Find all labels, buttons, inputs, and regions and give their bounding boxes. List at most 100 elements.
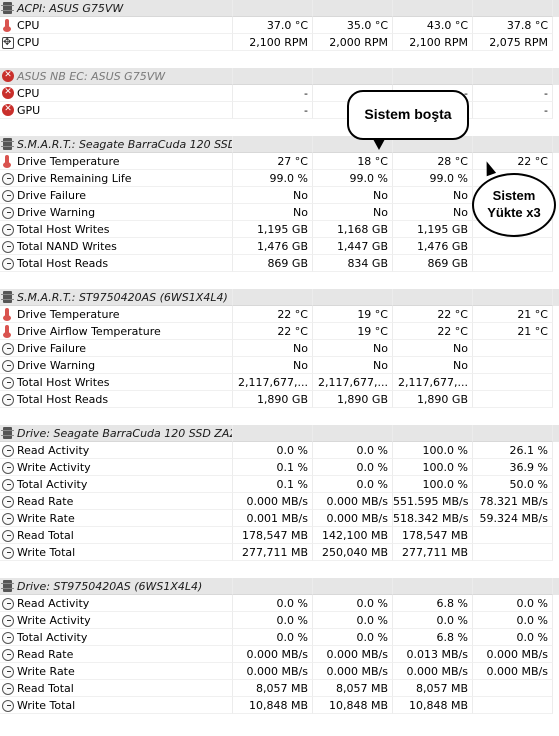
- sensor-row[interactable]: Total Host Reads 1,890 GB 1,890 GB 1,890 GB: [0, 391, 559, 408]
- sensor-label: Drive Failure: [17, 189, 87, 202]
- sensor-row[interactable]: Drive Remaining Life 99.0 % 99.0 % 99.0 %: [0, 170, 559, 187]
- clock-icon: [2, 173, 14, 185]
- sensor-row[interactable]: Drive Failure No No No: [0, 340, 559, 357]
- sensor-row[interactable]: Total Activity 0.1 % 0.0 % 100.0 % 50.0 %: [0, 476, 559, 493]
- minimum-value: 0.0 %: [313, 612, 393, 629]
- sensor-label: Drive Temperature: [17, 155, 120, 168]
- clock-icon: [2, 479, 14, 491]
- sensor-row[interactable]: GPU----: [0, 102, 559, 119]
- average-value: [473, 221, 553, 238]
- minimum-value: 8,057 MB: [313, 680, 393, 697]
- average-value: 36.9 %: [473, 459, 553, 476]
- average-value: [473, 136, 553, 153]
- sensor-row[interactable]: Write Total 10,848 MB 10,848 MB 10,848 MB: [0, 697, 559, 714]
- sensor-name-cell: Write Rate: [0, 663, 233, 680]
- sensor-row[interactable]: Write Activity 0.0 % 0.0 % 0.0 % 0.0 %: [0, 612, 559, 629]
- clock-icon: [2, 394, 14, 406]
- sensor-row[interactable]: Total Host Writes 2,117,677,... 2,117,677,…: [0, 374, 559, 391]
- sensor-label: Total Host Reads: [17, 393, 109, 406]
- sensor-row[interactable]: Write Activity 0.1 % 0.0 % 100.0 % 36.9 %: [0, 459, 559, 476]
- section-header[interactable]: S.M.A.R.T.: Seagate BarraCuda 120 SSD ..…: [0, 136, 559, 153]
- sensor-row[interactable]: Write Total 277,711 MB 250,040 MB 277,711 M…: [0, 544, 559, 561]
- section-header[interactable]: Drive: Seagate BarraCuda 120 SSD ZA25...: [0, 425, 559, 442]
- clock-icon: [2, 615, 14, 627]
- thermometer-icon: [3, 155, 11, 168]
- current-value: 0.001 MB/s: [233, 510, 313, 527]
- sensor-row[interactable]: Read Rate 0.000 MB/s 0.000 MB/s 0.013 MB/s 0…: [0, 646, 559, 663]
- chip-icon: [1, 291, 14, 303]
- sensor-name-cell: Drive Remaining Life: [0, 170, 233, 187]
- sensor-name-cell: Drive Warning: [0, 357, 233, 374]
- maximum-value: 551.595 MB/s: [393, 493, 473, 510]
- sensor-label: Total NAND Writes: [17, 240, 117, 253]
- maximum-value: 99.0 %: [393, 170, 473, 187]
- row-spacer: [0, 119, 559, 136]
- sensor-row[interactable]: CPU 37.0 °C 35.0 °C 43.0 °C 37.8 °C: [0, 17, 559, 34]
- average-value: [473, 68, 553, 85]
- sensor-label: ASUS NB EC: ASUS G75VW: [17, 70, 166, 83]
- average-value: 78.321 MB/s: [473, 493, 553, 510]
- sensor-row[interactable]: Read Activity 0.0 % 0.0 % 6.8 % 0.0 %: [0, 595, 559, 612]
- sensor-row[interactable]: Write Rate 0.000 MB/s 0.000 MB/s 0.000 MB/s…: [0, 663, 559, 680]
- sensor-row[interactable]: Write Rate 0.001 MB/s 0.000 MB/s 518.342 MB…: [0, 510, 559, 527]
- sensor-row[interactable]: Total NAND Writes 1,476 GB 1,447 GB 1,476 G…: [0, 238, 559, 255]
- current-value: 27 °C: [233, 153, 313, 170]
- average-value: [473, 340, 553, 357]
- average-value: [473, 289, 553, 306]
- sensor-row[interactable]: Drive Warning No No No: [0, 204, 559, 221]
- clock-icon: [2, 649, 14, 661]
- maximum-value: [393, 425, 473, 442]
- minimum-value: 99.0 %: [313, 170, 393, 187]
- section-header[interactable]: ACPI: ASUS G75VW: [0, 0, 559, 17]
- average-value: [473, 544, 553, 561]
- sensor-name-cell: Drive: ST9750420AS (6WS1X4L4): [0, 578, 233, 595]
- average-value: -: [473, 85, 553, 102]
- sensor-row[interactable]: Total Host Writes 1,195 GB 1,168 GB 1,195 G…: [0, 221, 559, 238]
- current-value: 8,057 MB: [233, 680, 313, 697]
- minimum-value: 142,100 MB: [313, 527, 393, 544]
- minimum-value: 0.000 MB/s: [313, 510, 393, 527]
- current-value: 0.000 MB/s: [233, 493, 313, 510]
- minimum-value: [313, 68, 393, 85]
- sensor-name-cell: Total Host Writes: [0, 374, 233, 391]
- average-value: [473, 238, 553, 255]
- sensor-row[interactable]: Drive Temperature 27 °C 18 °C 28 °C 22 °C: [0, 153, 559, 170]
- current-value: 277,711 MB: [233, 544, 313, 561]
- current-value: 0.0 %: [233, 442, 313, 459]
- sensor-row[interactable]: Read Total 178,547 MB 142,100 MB 178,547 MB: [0, 527, 559, 544]
- section-header[interactable]: S.M.A.R.T.: ST9750420AS (6WS1X4L4): [0, 289, 559, 306]
- minimum-value: 19 °C: [313, 323, 393, 340]
- row-spacer: [0, 561, 559, 578]
- sensor-label: Read Activity: [17, 597, 90, 610]
- fan-icon: [2, 34, 14, 50]
- sensor-row[interactable]: Drive Airflow Temperature 22 °C 19 °C 22 °C…: [0, 323, 559, 340]
- sensor-label: Write Rate: [17, 512, 75, 525]
- average-value: [473, 391, 553, 408]
- sensor-row[interactable]: Drive Warning No No No: [0, 357, 559, 374]
- maximum-value: 100.0 %: [393, 442, 473, 459]
- sensor-row[interactable]: Drive Temperature 22 °C 19 °C 22 °C 21 °C: [0, 306, 559, 323]
- sensor-name-cell: Drive Failure: [0, 187, 233, 204]
- current-value: 99.0 %: [233, 170, 313, 187]
- minimum-value: 1,168 GB: [313, 221, 393, 238]
- average-value: [473, 255, 553, 272]
- sensor-label: Write Total: [17, 546, 76, 559]
- sensor-row[interactable]: Total Host Reads 869 GB 834 GB 869 GB: [0, 255, 559, 272]
- minimum-value: 18 °C: [313, 153, 393, 170]
- sensor-label: S.M.A.R.T.: ST9750420AS (6WS1X4L4): [17, 291, 228, 304]
- sensor-row[interactable]: Total Activity 0.0 % 0.0 % 6.8 % 0.0 %: [0, 629, 559, 646]
- section-header[interactable]: ASUS NB EC: ASUS G75VW: [0, 68, 559, 85]
- sensor-row[interactable]: Read Rate 0.000 MB/s 0.000 MB/s 551.595 MB/…: [0, 493, 559, 510]
- sensor-row[interactable]: Read Total 8,057 MB 8,057 MB 8,057 MB: [0, 680, 559, 697]
- clock-icon: [2, 224, 14, 236]
- section-header[interactable]: Drive: ST9750420AS (6WS1X4L4): [0, 578, 559, 595]
- sensor-row[interactable]: Read Activity 0.0 % 0.0 % 100.0 % 26.1 %: [0, 442, 559, 459]
- minimum-value: No: [313, 357, 393, 374]
- sensor-row[interactable]: CPU----: [0, 85, 559, 102]
- maximum-value: 277,711 MB: [393, 544, 473, 561]
- sensor-row[interactable]: Drive Failure No No No: [0, 187, 559, 204]
- sensor-label: CPU: [17, 19, 40, 32]
- sensor-name-cell: CPU: [0, 17, 233, 34]
- maximum-value: 178,547 MB: [393, 527, 473, 544]
